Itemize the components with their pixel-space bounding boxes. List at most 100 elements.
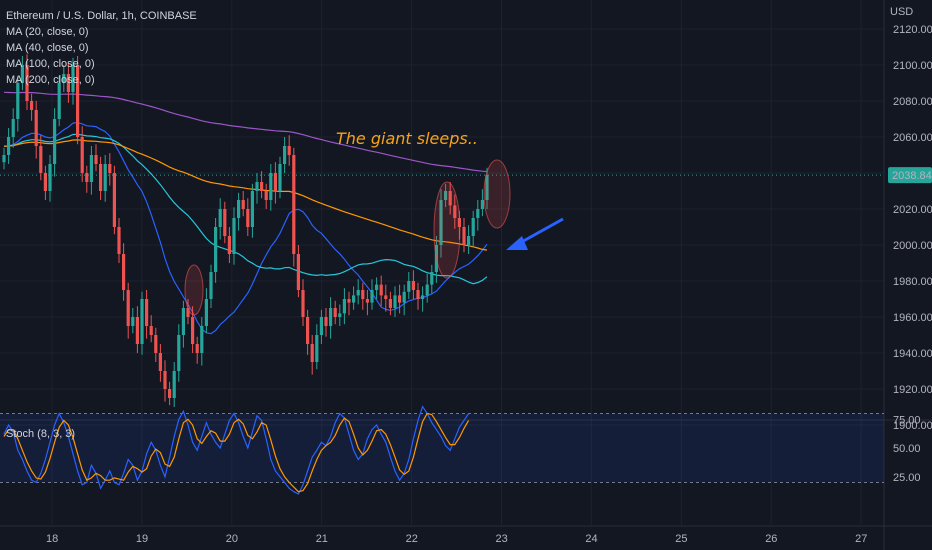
arrow-head xyxy=(506,236,528,250)
candle xyxy=(462,218,466,253)
last-price-label: 2038.84 xyxy=(892,170,932,182)
candle xyxy=(260,171,264,199)
candle xyxy=(356,279,360,305)
candle xyxy=(388,291,392,316)
time-tick-label: 26 xyxy=(765,533,777,545)
symbol-title[interactable]: Ethereum / U.S. Dollar, 1h, COINBASE xyxy=(6,10,197,22)
price-tick-label: 1900.00 xyxy=(893,420,932,432)
moving-averages xyxy=(3,91,488,335)
candle xyxy=(172,362,176,407)
candle xyxy=(122,243,126,301)
candle xyxy=(402,284,406,316)
chart-legend: Ethereum / U.S. Dollar, 1h, COINBASE MA … xyxy=(6,8,197,88)
candle xyxy=(471,210,475,247)
candle xyxy=(416,282,420,310)
candle xyxy=(448,182,452,215)
candle xyxy=(411,270,415,299)
candle xyxy=(181,300,185,348)
ma200-legend[interactable]: MA (200, close, 0) xyxy=(6,74,95,86)
candle xyxy=(444,183,448,208)
candle xyxy=(89,146,93,195)
candle xyxy=(227,227,231,263)
highlight-ellipse xyxy=(433,181,461,279)
candle xyxy=(232,207,236,265)
candle xyxy=(140,291,144,355)
ma40-line xyxy=(3,133,488,285)
stoch-title[interactable]: Stoch (8, 3, 3) xyxy=(6,428,76,440)
candle xyxy=(384,284,388,312)
stoch-axis: 25.00 50.00 75.00 xyxy=(893,414,921,484)
candle xyxy=(306,309,310,355)
candle xyxy=(361,282,365,310)
ma200-line xyxy=(3,91,488,173)
candle xyxy=(310,335,314,375)
last-price-tag: 2038.84 xyxy=(888,167,932,184)
candle xyxy=(375,277,379,299)
candle xyxy=(168,381,172,406)
candle xyxy=(53,108,57,177)
candle xyxy=(30,93,34,121)
candle xyxy=(71,57,75,105)
candle xyxy=(163,360,167,402)
currency-label: USD xyxy=(890,6,914,18)
overlays xyxy=(184,159,564,316)
candle xyxy=(338,304,342,326)
ma20-legend[interactable]: MA (20, close, 0) xyxy=(6,26,89,38)
candle xyxy=(283,137,287,173)
time-tick-label: 23 xyxy=(496,533,508,545)
time-tick-label: 24 xyxy=(585,533,597,545)
candle xyxy=(112,165,116,235)
price-axis: 1900.00 1920.00 1940.00 1960.00 1980.00 2000.… xyxy=(893,24,932,432)
candle xyxy=(246,198,250,236)
candle xyxy=(319,309,323,344)
candle xyxy=(85,165,89,193)
candle xyxy=(218,198,222,240)
candle xyxy=(76,56,80,145)
price-tick-label: 2000.00 xyxy=(893,240,932,252)
candle xyxy=(20,56,24,91)
stoch-tick-label: 75.00 xyxy=(893,414,921,426)
candle xyxy=(204,288,208,334)
candle xyxy=(94,144,98,172)
candle xyxy=(223,201,227,244)
candle xyxy=(292,147,296,267)
candle xyxy=(158,344,162,382)
candles xyxy=(2,54,489,407)
price-tick-label: 2100.00 xyxy=(893,60,932,72)
candle xyxy=(66,63,70,103)
time-tick-label: 27 xyxy=(855,533,867,545)
candle xyxy=(342,288,346,325)
candle xyxy=(439,189,443,258)
time-tick-label: 20 xyxy=(226,533,238,545)
candle xyxy=(62,65,66,92)
candle xyxy=(16,75,20,132)
candle xyxy=(273,162,277,204)
candle xyxy=(264,183,268,209)
candle xyxy=(214,218,218,283)
stoch-tick-label: 50.00 xyxy=(893,443,921,455)
time-tick-label: 22 xyxy=(406,533,418,545)
ma20-line xyxy=(3,121,488,335)
ma40-legend[interactable]: MA (40, close, 0) xyxy=(6,42,89,54)
candle xyxy=(241,191,245,217)
candle xyxy=(370,279,374,310)
ma100-line xyxy=(3,139,488,251)
candle xyxy=(269,164,273,211)
candle xyxy=(453,194,457,229)
price-tick-label: 1940.00 xyxy=(893,348,932,360)
time-axis: 18 19 20 21 22 23 24 25 26 27 xyxy=(46,533,867,545)
candle xyxy=(398,284,402,314)
candle xyxy=(108,153,112,186)
ma100-legend[interactable]: MA (100, close, 0) xyxy=(6,58,95,70)
candle xyxy=(209,264,213,308)
annotation-text[interactable]: The giant sleeps.. xyxy=(336,129,478,148)
price-tick-label: 2080.00 xyxy=(893,96,932,108)
arrow-shaft xyxy=(517,217,564,246)
time-tick-label: 25 xyxy=(675,533,687,545)
candle xyxy=(393,286,397,317)
candle xyxy=(329,297,333,339)
candle xyxy=(177,324,181,382)
candle xyxy=(80,126,84,182)
highlight-ellipse xyxy=(483,159,511,229)
